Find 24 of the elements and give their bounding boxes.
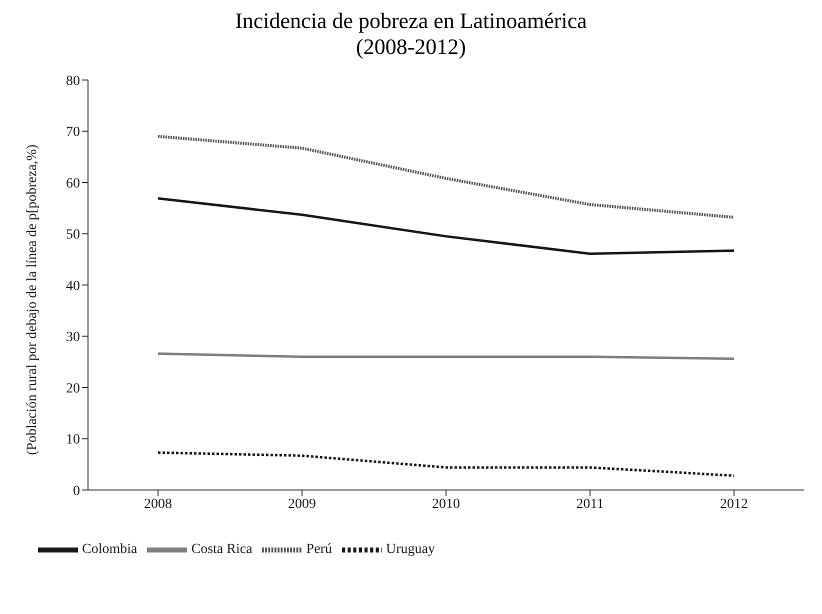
line-series	[156, 197, 736, 255]
line-series	[156, 451, 736, 477]
y-axis-title: (Población rural por debajo de la línea de p[pobreza,%)	[24, 144, 40, 455]
y-tick-label: 30	[66, 330, 80, 346]
legend-label: Perú	[306, 542, 332, 558]
chart-title: Incidencia de pobreza en Latinoamérica	[234, 8, 588, 34]
x-tick-label: 2008	[144, 496, 172, 512]
legend-label: Colombia	[82, 542, 138, 558]
x-tick-label: 2009	[288, 496, 316, 512]
y-tick-label: 20	[66, 381, 80, 396]
y-tick-label: 40	[66, 278, 80, 294]
legend-label: Uruguay	[386, 542, 435, 558]
y-tick-label: 70	[66, 125, 80, 140]
y-tick-label: 80	[66, 74, 80, 89]
y-tick-label: 10	[66, 432, 80, 448]
x-tick-label: 2012	[720, 496, 748, 512]
legend-label: Costa Rica	[191, 542, 252, 558]
line-series	[156, 134, 736, 219]
chart-subtitle: (2008-2012)	[355, 34, 467, 60]
x-tick-label: 2011	[576, 496, 604, 512]
x-tick-label: 2010	[432, 496, 460, 512]
y-tick-label: 0	[73, 484, 80, 499]
y-tick-label: 60	[66, 176, 80, 192]
y-tick-label: 50	[66, 228, 80, 243]
